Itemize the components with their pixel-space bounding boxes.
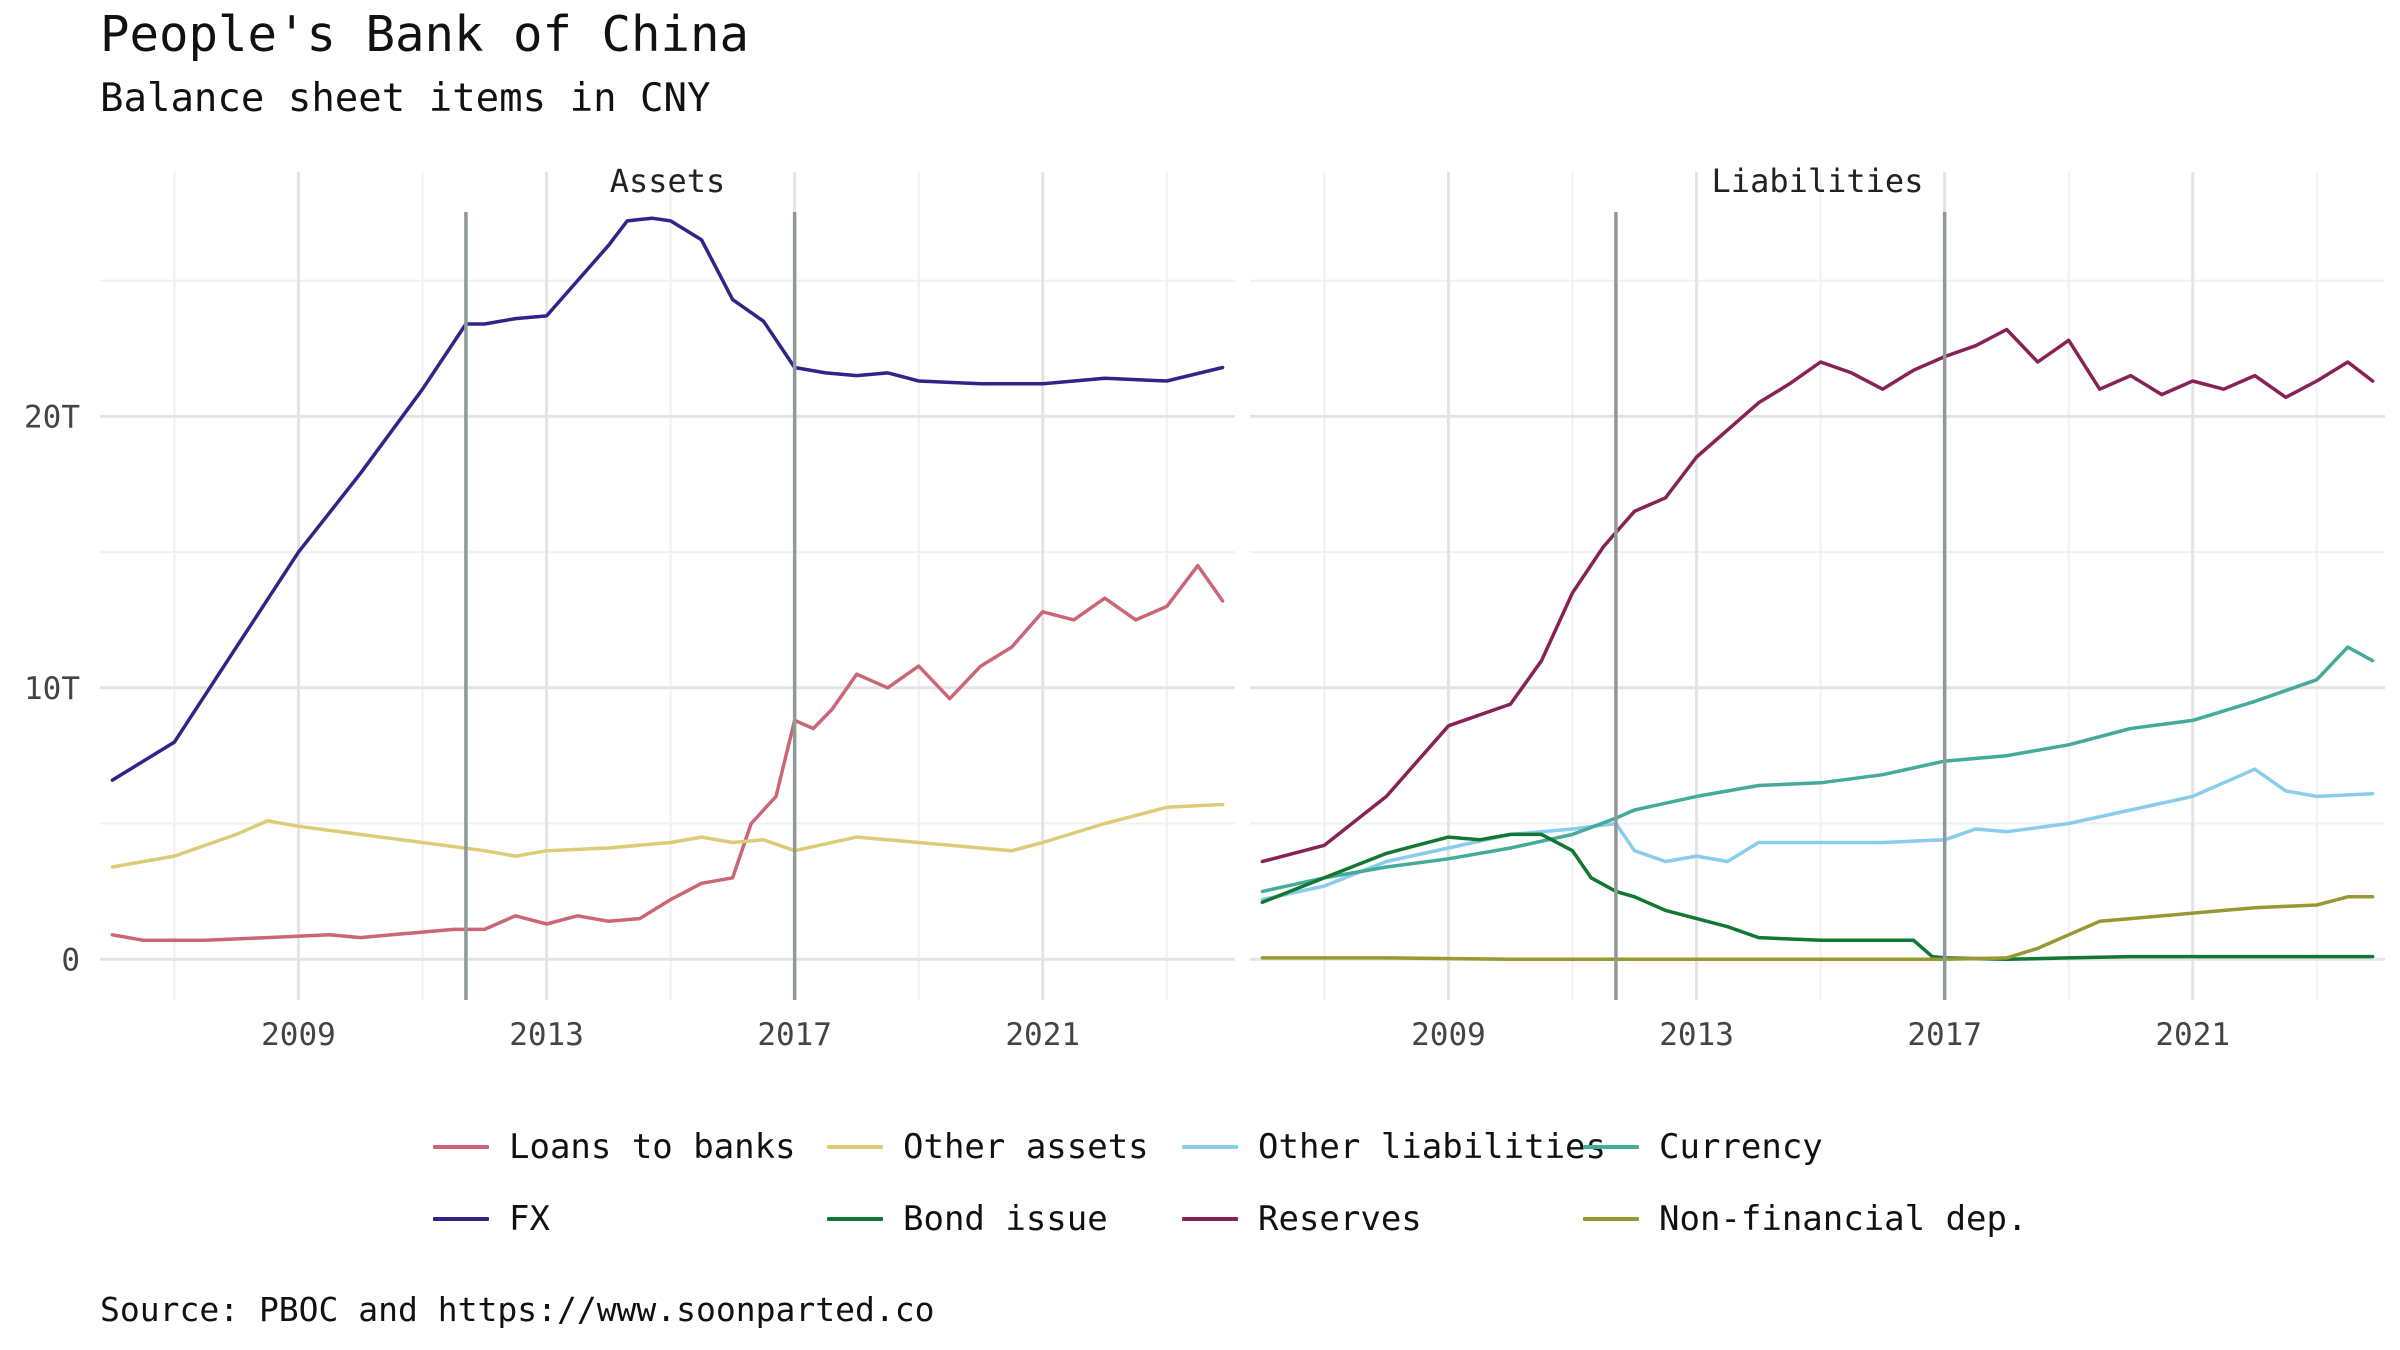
- x-tick-label: 2009: [1411, 1017, 1486, 1053]
- y-tick-label: 0: [61, 942, 80, 978]
- legend-label: Other assets: [903, 1127, 1149, 1167]
- y-tick-label: 10T: [24, 671, 80, 707]
- x-tick-label: 2021: [2155, 1017, 2230, 1053]
- legend-item: Reserves: [1182, 1194, 1422, 1244]
- series-line-non-financial-dep: [1260, 895, 2375, 962]
- legend-key: [827, 1217, 883, 1221]
- legend-item: Other assets: [827, 1122, 1149, 1172]
- facet-label: Liabilities: [1712, 162, 1924, 200]
- legend-label: Loans to banks: [509, 1127, 796, 1167]
- legend: Loans to banks Other assets Other liabilit…: [433, 1122, 2133, 1282]
- chart-caption: Source: PBOC and https://www.soonparted.…: [100, 1290, 935, 1329]
- legend-label: Currency: [1659, 1127, 1823, 1167]
- legend-label: Reserves: [1258, 1199, 1422, 1239]
- series-line-other-liabilities: [1260, 767, 2375, 902]
- x-tick-label: 2013: [1659, 1017, 1734, 1053]
- x-tick-label: 2017: [1907, 1017, 1982, 1053]
- series-line-other-assets: [110, 802, 1225, 869]
- series-line-fx: [110, 216, 1225, 782]
- legend-key: [1583, 1217, 1639, 1221]
- legend-label: Bond issue: [903, 1199, 1108, 1239]
- legend-item: FX: [433, 1194, 550, 1244]
- legend-label: Non-financial dep.: [1659, 1199, 2028, 1239]
- y-tick-label: 20T: [24, 399, 80, 435]
- x-tick-label: 2009: [261, 1017, 336, 1053]
- legend-key: [433, 1217, 489, 1221]
- x-tick-label: 2021: [1005, 1017, 1080, 1053]
- series-line-currency: [1260, 645, 2375, 894]
- legend-item: Currency: [1583, 1122, 1823, 1172]
- legend-item: Non-financial dep.: [1583, 1194, 2027, 1244]
- legend-key: [433, 1145, 489, 1149]
- legend-item: Bond issue: [827, 1194, 1108, 1244]
- legend-key: [827, 1145, 883, 1149]
- x-tick-label: 2013: [509, 1017, 584, 1053]
- chart-subtitle: Balance sheet items in CNY: [100, 76, 711, 121]
- legend-label: Other liabilities: [1258, 1127, 1606, 1167]
- legend-item: Loans to banks: [433, 1122, 796, 1172]
- legend-item: Other liabilities: [1182, 1122, 1606, 1172]
- legend-label: FX: [509, 1199, 550, 1239]
- chart-title: People's Bank of China: [100, 6, 750, 63]
- legend-key: [1182, 1217, 1238, 1221]
- series-line-loans-to-banks: [110, 563, 1225, 943]
- series-line-reserves: [1260, 327, 2375, 864]
- facet-label: Assets: [610, 162, 726, 200]
- legend-key: [1182, 1145, 1238, 1149]
- legend-key: [1583, 1145, 1639, 1149]
- x-tick-label: 2017: [757, 1017, 832, 1053]
- series-line-bond-issue: [1260, 832, 2375, 962]
